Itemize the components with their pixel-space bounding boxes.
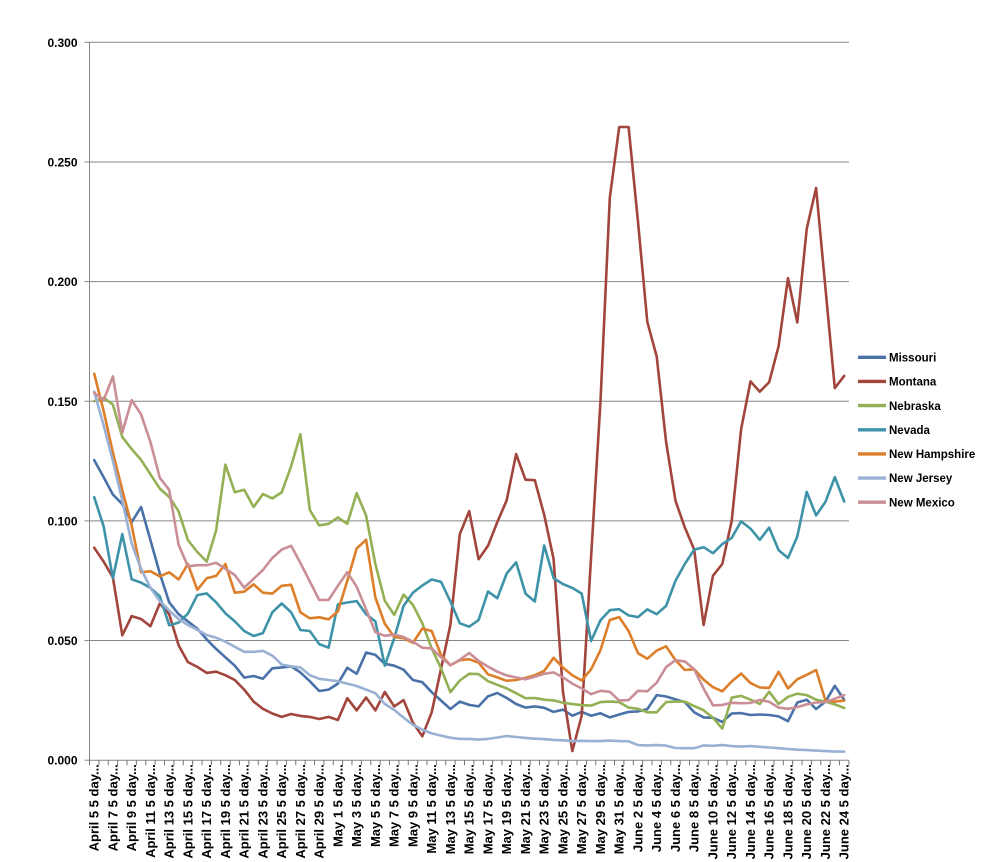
svg-text:May 19 5 day...: May 19 5 day...	[499, 764, 514, 854]
svg-text:April 19 5 day...: April 19 5 day...	[218, 764, 233, 858]
svg-text:New Mexico: New Mexico	[889, 497, 955, 509]
svg-text:May 25 5 day...: May 25 5 day...	[555, 764, 570, 854]
svg-text:April 29 5 day...: April 29 5 day...	[312, 764, 327, 858]
svg-text:0.050: 0.050	[47, 634, 77, 648]
svg-text:April 13 5 day...: April 13 5 day...	[162, 764, 177, 858]
svg-text:May 21 5 day...: May 21 5 day...	[518, 764, 533, 854]
svg-text:New Jersey: New Jersey	[889, 473, 953, 485]
svg-text:June 4 5 day...: June 4 5 day...	[649, 764, 664, 852]
svg-text:June 24 5 day...: June 24 5 day...	[837, 764, 852, 859]
svg-text:0.200: 0.200	[47, 275, 77, 289]
svg-text:June 6 5 day...: June 6 5 day...	[668, 764, 683, 852]
svg-text:June 8 5 day...: June 8 5 day...	[687, 764, 702, 852]
svg-text:June 14 5 day...: June 14 5 day...	[743, 764, 758, 859]
svg-text:May 1 5 day...: May 1 5 day...	[330, 764, 345, 847]
svg-text:May 17 5 day...: May 17 5 day...	[480, 764, 495, 854]
svg-text:Missouri: Missouri	[889, 353, 936, 365]
svg-text:0.250: 0.250	[47, 155, 77, 169]
svg-text:June 10 5 day...: June 10 5 day...	[705, 764, 720, 859]
svg-text:May 3 5 day...: May 3 5 day...	[349, 764, 364, 847]
svg-text:April 21 5 day...: April 21 5 day...	[237, 764, 252, 858]
svg-text:May 5 5 day...: May 5 5 day...	[368, 764, 383, 847]
svg-text:June 20 5 day...: June 20 5 day...	[799, 764, 814, 859]
svg-text:0.150: 0.150	[47, 395, 77, 409]
svg-text:April 23 5 day...: April 23 5 day...	[255, 764, 270, 858]
svg-text:May 15 5 day...: May 15 5 day...	[462, 764, 477, 854]
svg-text:June 22 5 day...: June 22 5 day...	[818, 764, 833, 859]
svg-text:April 5 5 day...: April 5 5 day...	[87, 764, 102, 851]
svg-text:June 2 5 day...: June 2 5 day...	[630, 764, 645, 852]
svg-text:April 15 5 day...: April 15 5 day...	[180, 764, 195, 858]
svg-text:May 29 5 day...: May 29 5 day...	[593, 764, 608, 854]
svg-text:April 25 5 day...: April 25 5 day...	[274, 764, 289, 858]
svg-text:June 18 5 day...: June 18 5 day...	[780, 764, 795, 859]
svg-text:May 9 5 day...: May 9 5 day...	[405, 764, 420, 847]
svg-text:May 23 5 day...: May 23 5 day...	[537, 764, 552, 854]
svg-text:April 9 5 day...: April 9 5 day...	[124, 764, 139, 851]
svg-text:April 7 5 day...: April 7 5 day...	[105, 764, 120, 851]
svg-text:April 27 5 day...: April 27 5 day...	[293, 764, 308, 858]
svg-text:May 31 5 day...: May 31 5 day...	[612, 764, 627, 854]
svg-text:May 13 5 day...: May 13 5 day...	[443, 764, 458, 854]
svg-text:May 7 5 day...: May 7 5 day...	[387, 764, 402, 847]
svg-text:New Hampshire: New Hampshire	[889, 449, 975, 461]
svg-text:0.100: 0.100	[47, 514, 77, 528]
svg-text:April 11 5 day...: April 11 5 day...	[143, 764, 158, 858]
svg-text:June 12 5 day...: June 12 5 day...	[724, 764, 739, 859]
svg-text:0.000: 0.000	[47, 754, 77, 768]
svg-text:June 16 5 day...: June 16 5 day...	[762, 764, 777, 859]
svg-text:Nebraska: Nebraska	[889, 401, 941, 413]
svg-text:April 17 5 day...: April 17 5 day...	[199, 764, 214, 858]
svg-text:May 11 5 day...: May 11 5 day...	[424, 764, 439, 853]
svg-text:Montana: Montana	[889, 377, 937, 389]
svg-text:Nevada: Nevada	[889, 425, 931, 437]
svg-text:May 27 5 day...: May 27 5 day...	[574, 764, 589, 854]
svg-text:0.300: 0.300	[47, 36, 77, 50]
